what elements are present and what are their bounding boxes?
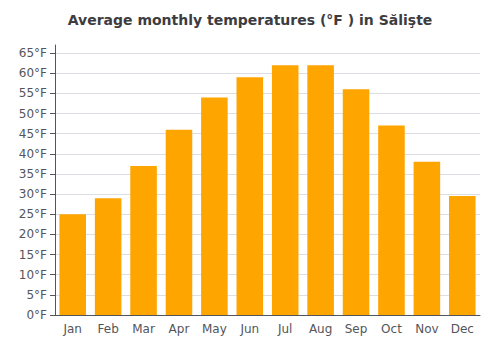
svg-text:10°F: 10°F	[19, 268, 47, 282]
svg-text:30°F: 30°F	[19, 187, 47, 201]
svg-text:Jun: Jun	[239, 322, 259, 336]
svg-text:Nov: Nov	[415, 322, 438, 336]
svg-text:45°F: 45°F	[19, 127, 47, 141]
svg-text:Aug: Aug	[309, 322, 332, 336]
svg-text:60°F: 60°F	[19, 66, 47, 80]
svg-text:Sep: Sep	[345, 322, 368, 336]
svg-text:55°F: 55°F	[19, 86, 47, 100]
svg-text:40°F: 40°F	[19, 147, 47, 161]
svg-text:Feb: Feb	[98, 322, 119, 336]
svg-text:15°F: 15°F	[19, 248, 47, 262]
svg-text:Jan: Jan	[62, 322, 82, 336]
svg-text:Apr: Apr	[169, 322, 190, 336]
svg-text:0°F: 0°F	[26, 308, 47, 322]
svg-text:Average monthly temperatures (: Average monthly temperatures (°F ) in Să…	[68, 12, 433, 28]
svg-text:Dec: Dec	[451, 322, 474, 336]
svg-text:65°F: 65°F	[19, 46, 47, 60]
svg-text:May: May	[202, 322, 227, 336]
svg-text:35°F: 35°F	[19, 167, 47, 181]
svg-text:25°F: 25°F	[19, 207, 47, 221]
svg-text:50°F: 50°F	[19, 107, 47, 121]
svg-text:Oct: Oct	[381, 322, 402, 336]
svg-text:Mar: Mar	[132, 322, 155, 336]
svg-text:20°F: 20°F	[19, 227, 47, 241]
svg-text:5°F: 5°F	[26, 288, 47, 302]
svg-text:Jul: Jul	[277, 322, 292, 336]
